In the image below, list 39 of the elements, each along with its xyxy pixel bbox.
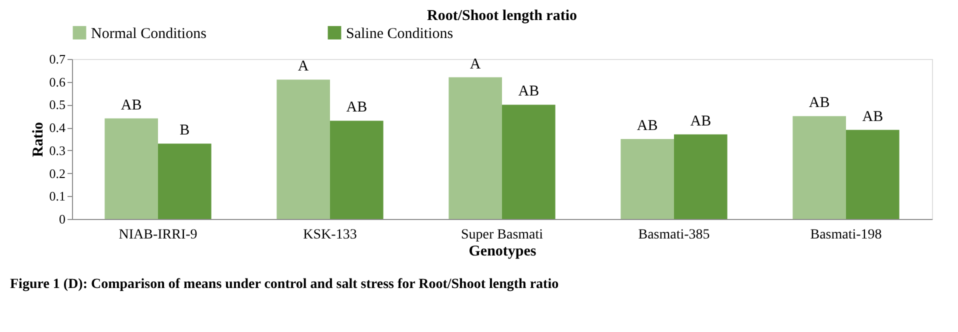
y-tick-label: 0.6 — [49, 74, 66, 90]
x-tick-label: Super Basmati — [460, 228, 544, 242]
caption: Figure 1 (D): Comparison of means under control and salt stress for Root/Shoot length ratio — [10, 277, 559, 292]
bar — [448, 77, 502, 219]
annotation: A — [470, 56, 481, 72]
annotation: AB — [120, 97, 142, 114]
annotation: AB — [346, 100, 368, 116]
x-axis-title: Genotypes — [468, 244, 536, 260]
bar — [330, 120, 384, 219]
annotation: AB — [862, 108, 884, 125]
bar — [846, 130, 900, 219]
chart-title: Root/Shoot length ratio — [427, 8, 577, 24]
bar — [792, 116, 846, 219]
legend-label: Normal Conditions — [91, 26, 207, 42]
x-tick-label: KSK-133 — [303, 228, 357, 242]
y-tick-label: 0.4 — [49, 120, 66, 136]
annotation: AB — [636, 118, 658, 134]
bar — [104, 118, 158, 219]
annotation: A — [298, 58, 309, 75]
bar — [502, 104, 556, 219]
y-tick-label: 0.1 — [49, 188, 66, 204]
y-tick-label: 0.5 — [49, 97, 66, 112]
y-tick-label: 0 — [59, 212, 66, 226]
bar — [620, 139, 674, 219]
annotation: B — [180, 122, 190, 139]
y-axis-title: Ratio — [30, 122, 46, 157]
annotation: AB — [690, 113, 712, 130]
annotation: AB — [808, 95, 830, 112]
x-tick-label: Basmati-385 — [638, 228, 710, 242]
annotation: AB — [518, 84, 540, 100]
x-tick-label: NIAB-IRRI-9 — [118, 228, 198, 242]
y-tick-label: 0.2 — [49, 166, 66, 181]
y-tick-label: 0.7 — [49, 52, 66, 66]
bar — [276, 80, 330, 219]
bar — [674, 134, 728, 219]
legend-label: Saline Conditions — [346, 26, 454, 42]
y-tick-label: 0.3 — [49, 142, 66, 158]
bar — [158, 144, 212, 219]
x-tick-label: Basmati-198 — [810, 228, 882, 242]
